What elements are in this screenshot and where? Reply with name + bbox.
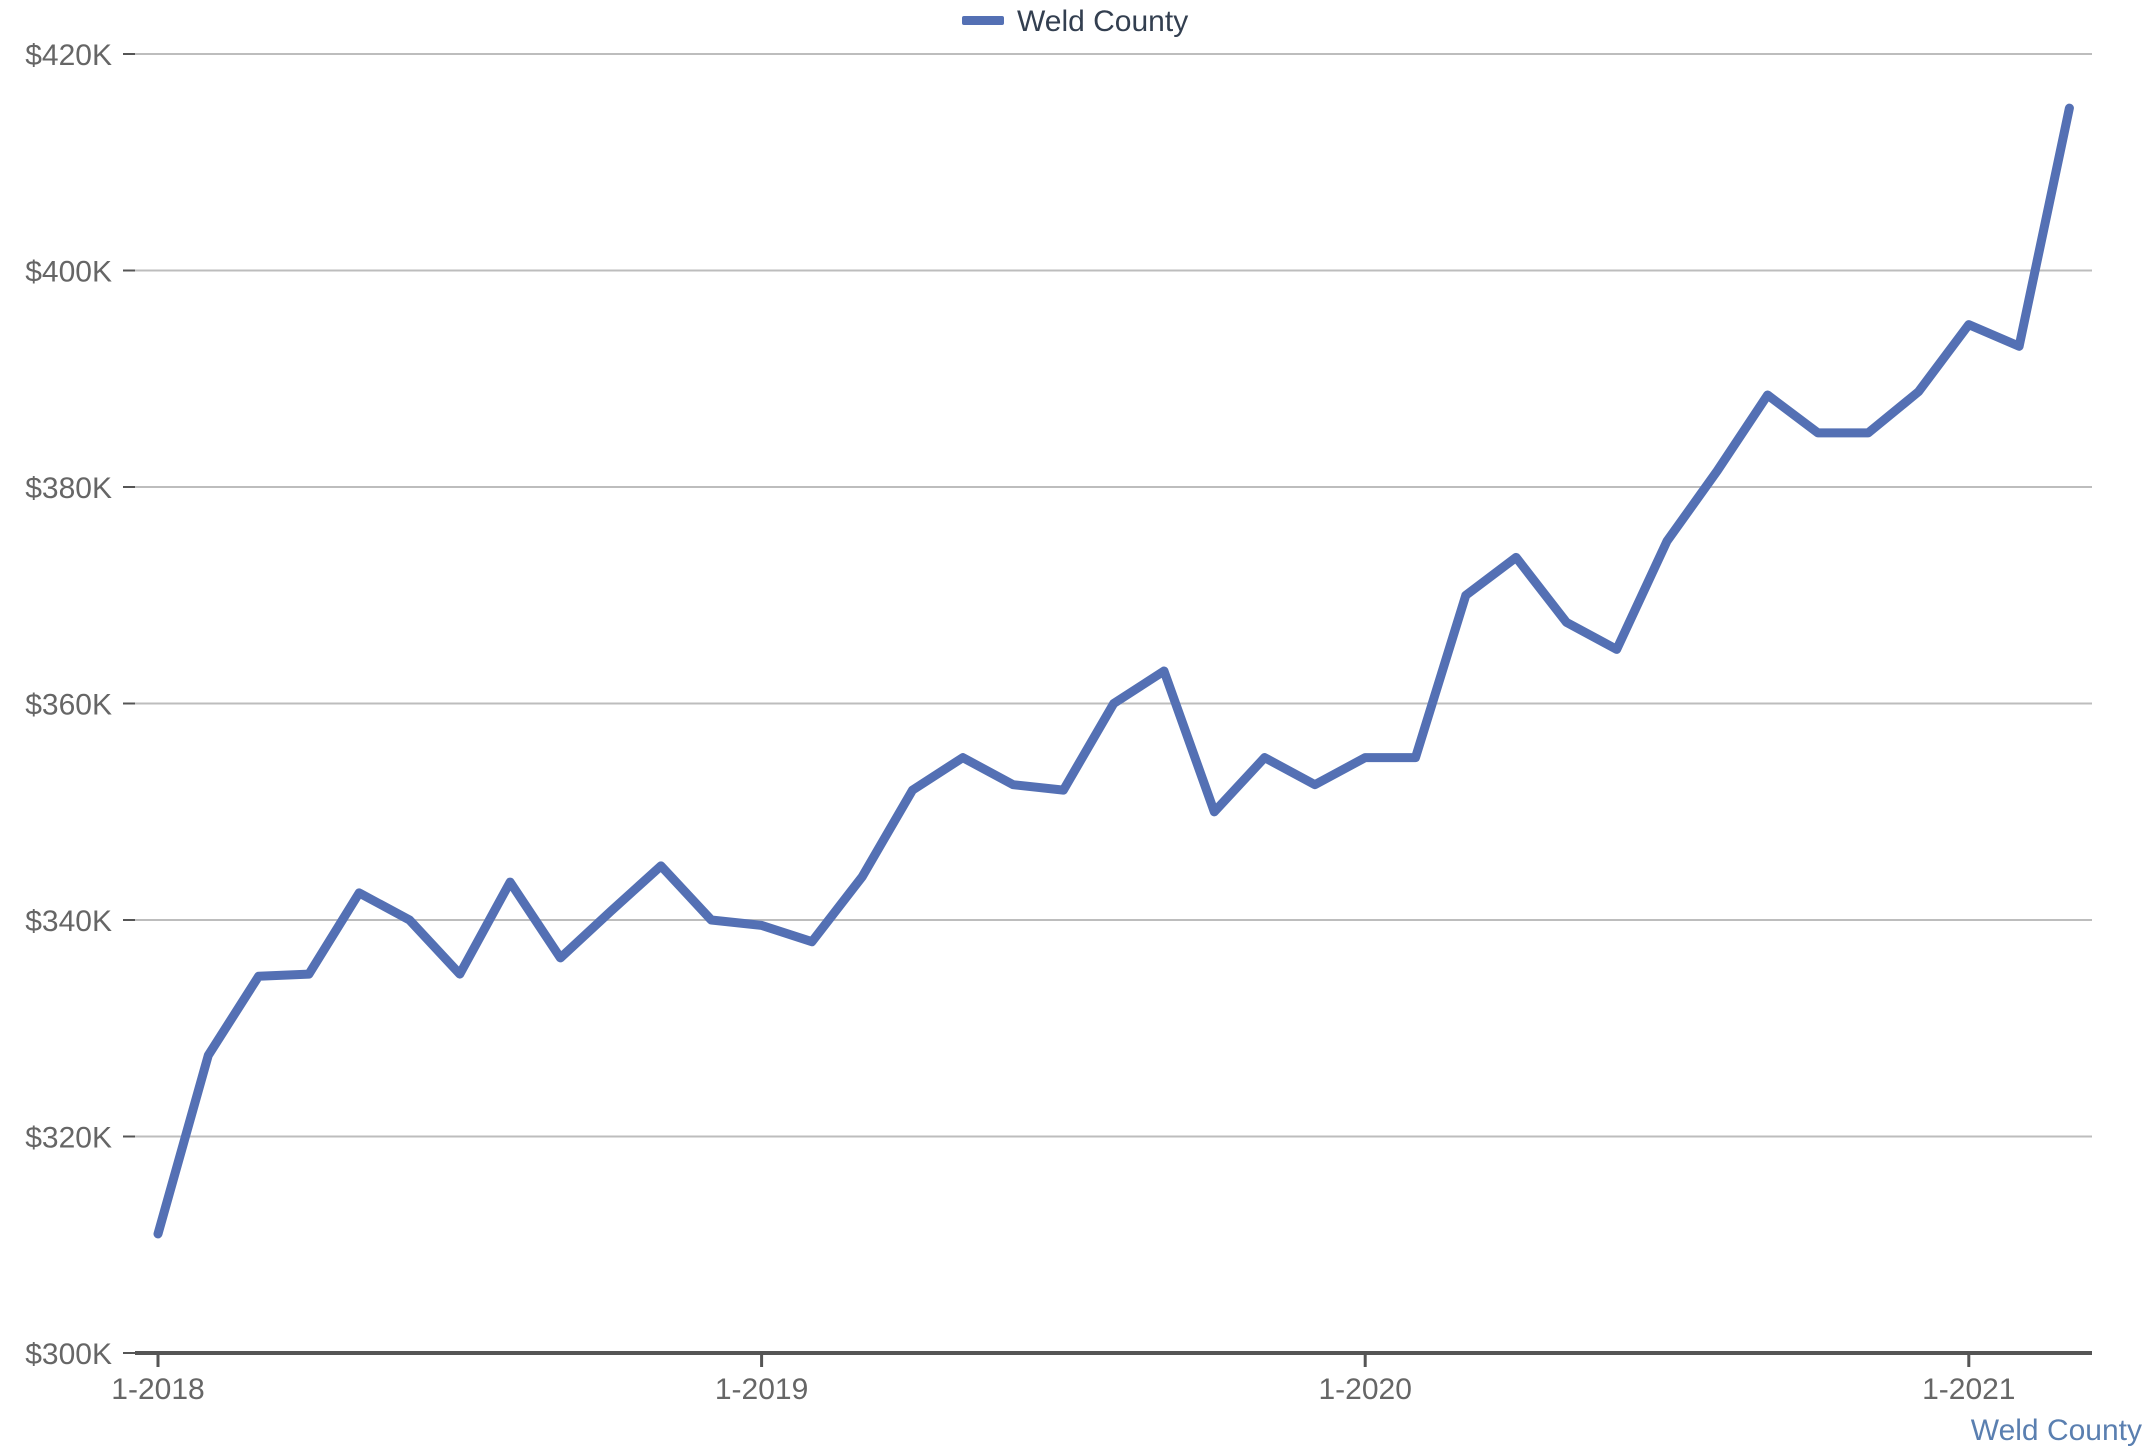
data-point [860, 874, 865, 879]
data-point [910, 788, 915, 793]
data-point [508, 880, 513, 885]
legend-swatch [962, 16, 1004, 25]
data-point [156, 1231, 160, 1236]
data-point [759, 923, 764, 928]
y-tick-label: $300K [25, 1338, 112, 1371]
data-point [2067, 106, 2072, 111]
legend-label-weld-county: Weld County [1017, 5, 1188, 38]
data-point [1162, 669, 1166, 674]
data-point [206, 1053, 211, 1058]
data-point [457, 972, 462, 977]
y-tick-label: $400K [25, 256, 112, 289]
data-point [407, 918, 412, 922]
data-point [256, 974, 261, 979]
data-point [2017, 344, 2022, 349]
data-point [960, 755, 965, 760]
data-point [1111, 701, 1116, 706]
data-point [357, 890, 362, 895]
data-point [1011, 782, 1016, 787]
series-layer [153, 103, 2074, 1239]
data-point [1665, 539, 1669, 544]
data-point [1312, 782, 1317, 787]
data-point [1363, 755, 1368, 760]
data-point [1765, 392, 1770, 397]
data-point [1866, 430, 1871, 435]
data-point [1715, 468, 1720, 473]
data-point [1061, 788, 1066, 793]
data-point [1564, 620, 1569, 625]
x-tick-label: 1-2021 [1922, 1373, 2015, 1406]
data-point [1614, 647, 1619, 652]
data-point [558, 955, 563, 960]
grid-lines [135, 53, 2092, 1138]
y-tick-label: $360K [25, 689, 112, 722]
data-point [1463, 593, 1468, 598]
x-tick-label: 1-2019 [715, 1373, 808, 1406]
y-tick-label: $420K [25, 39, 112, 72]
data-point [1815, 430, 1820, 435]
data-point [659, 863, 663, 868]
data-point [1262, 755, 1267, 760]
data-point [809, 939, 814, 944]
data-point [306, 972, 311, 977]
y-tick-label: $380K [25, 472, 112, 505]
series-line-weld-county [153, 103, 2074, 1239]
x-axis: 1-2018 1-2019 1-2020 1-2021 [111, 1351, 2092, 1406]
data-point [1966, 322, 1971, 327]
x-tick-label: 1-2018 [111, 1373, 204, 1406]
y-tick-label: $320K [25, 1122, 112, 1155]
x-tick-label: 1-2020 [1318, 1373, 1411, 1406]
source-label[interactable]: Weld County [1971, 1414, 2142, 1447]
data-point [608, 909, 613, 914]
data-point [1413, 755, 1418, 760]
data-point [1916, 389, 1921, 394]
y-axis: $300K $320K $340K $360K $380K $400K $420K [25, 39, 135, 1371]
y-tick-label: $340K [25, 905, 112, 938]
data-point [1212, 809, 1217, 814]
data-point [1514, 555, 1519, 560]
data-point [709, 918, 714, 922]
legend[interactable]: Weld County [962, 5, 1188, 38]
